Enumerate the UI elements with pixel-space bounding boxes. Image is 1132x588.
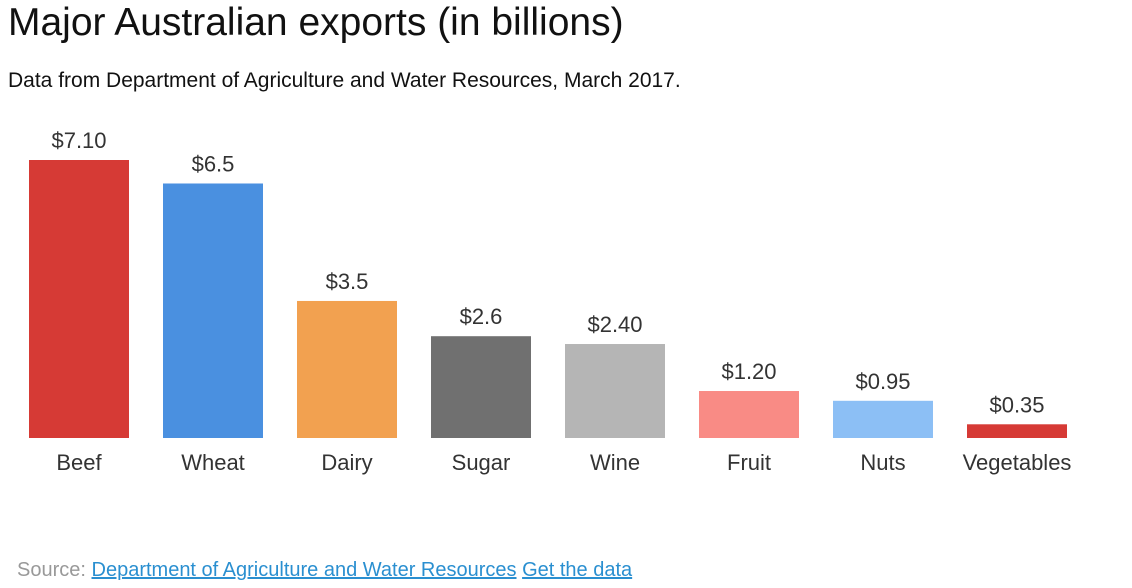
category-label-wine: Wine	[590, 450, 640, 475]
chart-subtitle: Data from Department of Agriculture and …	[8, 69, 681, 92]
bar-nuts	[833, 400, 933, 438]
bar-wine	[565, 344, 665, 438]
chart-title: Major Australian exports (in billions)	[8, 1, 624, 44]
value-label-fruit: $1.20	[721, 359, 776, 384]
category-label-fruit: Fruit	[727, 450, 771, 475]
bar-beef	[29, 160, 129, 438]
value-label-beef: $7.10	[51, 128, 106, 153]
value-label-vegetables: $0.35	[989, 392, 1044, 417]
source-link[interactable]: Department of Agriculture and Water Reso…	[91, 559, 517, 581]
value-label-wine: $2.40	[587, 312, 642, 337]
bar-sugar	[431, 336, 531, 438]
bar-chart: $7.10 Beef $6.5 Wheat $3.5 Dairy $2.6 Sugar $2.4…	[29, 128, 1072, 475]
value-label-sugar: $2.6	[460, 304, 503, 329]
category-label-wheat: Wheat	[181, 450, 245, 475]
bar-wheat	[163, 183, 263, 438]
value-label-nuts: $0.95	[855, 369, 910, 394]
value-label-wheat: $6.5	[192, 151, 235, 176]
get-data-link[interactable]: Get the data	[522, 559, 633, 581]
category-label-beef: Beef	[56, 450, 102, 475]
bar-vegetables	[967, 424, 1067, 438]
bar-fruit	[699, 391, 799, 438]
source-prefix: Source:	[17, 559, 86, 581]
category-label-sugar: Sugar	[452, 450, 511, 475]
bar-dairy	[297, 300, 397, 438]
category-label-vegetables: Vegetables	[963, 450, 1072, 475]
category-label-dairy: Dairy	[321, 450, 372, 475]
source-footer: Source: Department of Agriculture and Wa…	[17, 556, 632, 584]
value-label-dairy: $3.5	[326, 269, 369, 294]
category-label-nuts: Nuts	[860, 450, 905, 475]
